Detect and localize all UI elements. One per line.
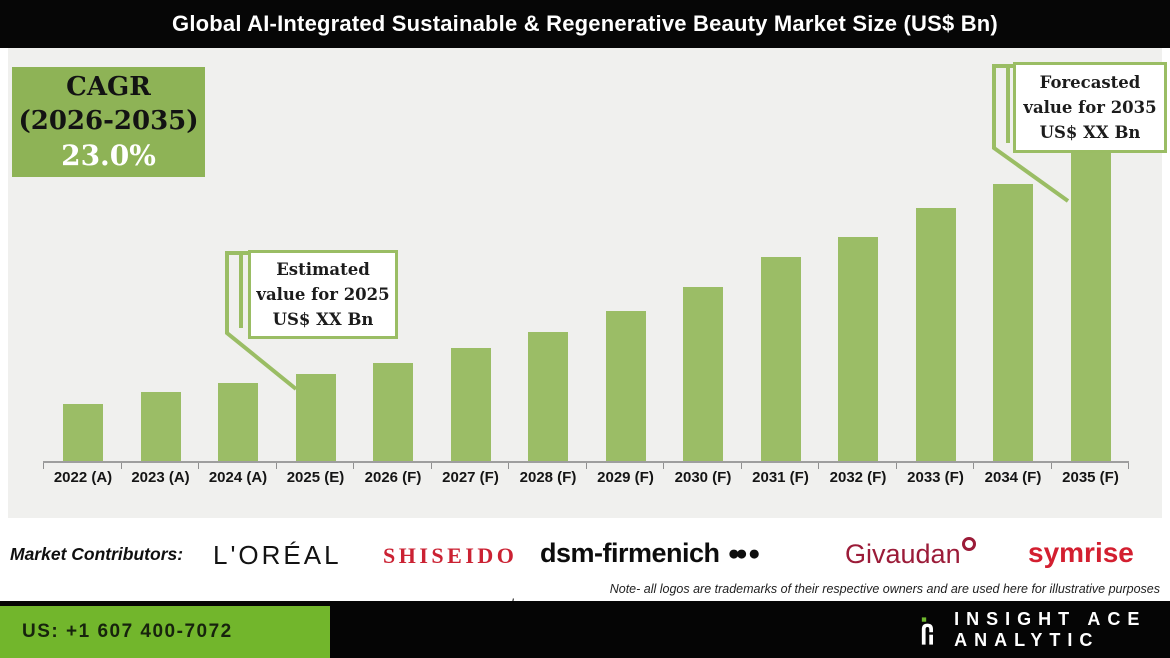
x-axis-tick	[430, 463, 432, 469]
x-axis-tick	[663, 463, 664, 469]
loreal-logo: L'ORÉAL	[213, 540, 342, 570]
bar-2029	[605, 311, 646, 461]
bar-2027	[450, 348, 491, 461]
market-contributors-label: Market Contributors:	[10, 544, 184, 564]
x-axis-tick	[740, 463, 742, 469]
bar-2032	[838, 237, 878, 461]
x-axis-label-2025: 2025 (E)	[286, 469, 345, 486]
forecasted-2035-callout: Forecasted value for 2035 US$ XX Bn	[1013, 62, 1167, 153]
givaudan-wordmark: Givaudan	[845, 539, 961, 569]
bar-2023	[140, 392, 181, 461]
x-axis-label-2024: 2024 (A)	[208, 469, 268, 486]
bar-2031	[760, 257, 801, 461]
brand-name: INSIGHT ACE ANALYTIC	[954, 608, 1147, 650]
x-axis-label-2022: 2022 (A)	[53, 469, 113, 486]
x-axis-line	[43, 461, 1129, 463]
cagr-label: CAGR	[66, 72, 151, 102]
market-contributors-band: Market Contributors: L'ORÉAL SHISEIDO ds…	[0, 518, 1170, 611]
bar-plot	[8, 48, 1162, 461]
bar-2035	[1070, 149, 1111, 461]
cagr-box: CAGR (2026-2035) 23.0%	[12, 67, 205, 177]
x-axis-label-2034: 2034 (F)	[984, 469, 1042, 486]
trademark-note: Note- all logos are trademarks of their …	[609, 582, 1160, 596]
x-axis-tick	[508, 463, 509, 469]
dsm-firmenich-wordmark: dsm-firmenich	[540, 538, 720, 568]
x-axis-tick	[353, 463, 354, 469]
x-axis-tick	[43, 463, 44, 469]
x-axis-tick	[1128, 463, 1129, 469]
bar-2022	[63, 404, 103, 461]
forecasted-callout-line1: Forecasted	[1039, 73, 1141, 92]
bar-2030	[683, 287, 723, 461]
x-axis-tick	[818, 463, 819, 469]
x-axis-tick	[120, 463, 122, 469]
bar-2028	[528, 332, 568, 461]
x-axis-label-2033: 2033 (F)	[907, 469, 964, 486]
x-axis-tick	[973, 463, 974, 469]
bar-2025	[295, 374, 336, 461]
x-axis-label-2031: 2031 (F)	[752, 469, 809, 486]
x-axis-label-2027: 2027 (F)	[442, 469, 499, 486]
x-axis-tick	[198, 463, 199, 469]
estimated-callout-line2: value for 2025	[256, 285, 390, 304]
bar-2034	[993, 184, 1033, 461]
x-axis-tick	[1050, 463, 1052, 469]
chart-panel: CAGR (2026-2035) 23.0% Estimated value f…	[8, 48, 1167, 520]
x-axis-label-2030: 2030 (F)	[674, 469, 732, 486]
dsm-firmenich-logo: dsm-firmenich ●● ●	[540, 538, 761, 569]
x-axis-tick	[585, 463, 587, 469]
x-axis-tick	[895, 463, 897, 469]
forecasted-callout-line3: US$ XX Bn	[1039, 123, 1141, 142]
dsm-firmenich-dots-icon: ●● ●	[727, 542, 761, 565]
brand-block: INSIGHT ACE ANALYTIC	[920, 601, 1170, 658]
footer-bar: US: +1 607 400-7072 INSIGHT ACE ANALYTIC	[0, 601, 1170, 658]
bar-2026	[373, 363, 413, 461]
phone-box: US: +1 607 400-7072	[0, 606, 330, 658]
x-axis-label-2023: 2023 (A)	[131, 469, 190, 486]
shiseido-logo: SHISEIDO	[383, 543, 518, 568]
x-axis-label-2032: 2032 (F)	[829, 469, 887, 486]
x-axis-tick	[275, 463, 277, 469]
x-axis-label-2029: 2029 (F)	[597, 469, 654, 486]
x-axis-label-2035: 2035 (F)	[1062, 469, 1119, 486]
estimated-2025-callout: Estimated value for 2025 US$ XX Bn	[248, 250, 398, 339]
estimated-callout-line3: US$ XX Bn	[272, 310, 374, 329]
givaudan-logo: Givaudan	[845, 537, 976, 570]
x-axis-label-2028: 2028 (F)	[519, 469, 577, 486]
bar-2024	[218, 383, 258, 461]
page-title: Global AI-Integrated Sustainable & Regen…	[172, 11, 998, 36]
bar-2033	[915, 208, 956, 461]
x-axis-label-2026: 2026 (F)	[364, 469, 422, 486]
estimated-callout-line1: Estimated	[276, 260, 370, 279]
symrise-logo: symrise	[1028, 537, 1134, 568]
givaudan-ring-icon	[961, 537, 976, 551]
cagr-period: (2026-2035)	[18, 106, 199, 136]
phone-number: US: +1 607 400-7072	[22, 621, 233, 642]
cagr-value: 23.0%	[61, 139, 156, 172]
title-bar: Global AI-Integrated Sustainable & Regen…	[0, 0, 1170, 48]
insight-ace-logo-icon	[921, 616, 933, 645]
forecasted-callout-line2: value for 2035	[1023, 98, 1157, 117]
